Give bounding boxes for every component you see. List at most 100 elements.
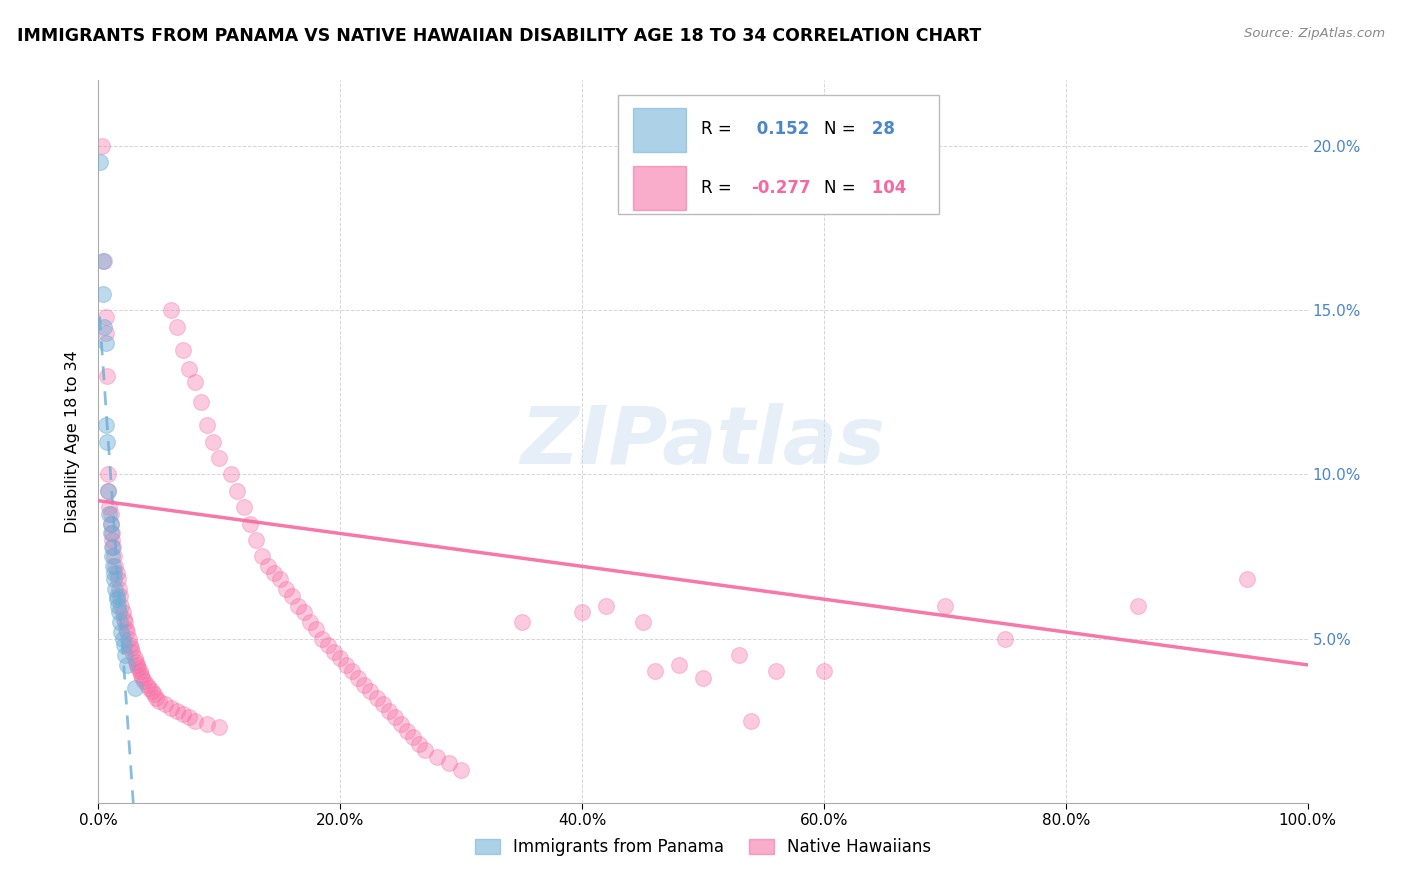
- FancyBboxPatch shape: [619, 95, 939, 214]
- Point: [93, 319, 115, 334]
- Point: [100, 507, 122, 521]
- Point: [287, 599, 309, 613]
- Point: [94, 336, 117, 351]
- Point: [107, 573, 129, 587]
- Point: [395, 723, 418, 738]
- Point: [141, 684, 163, 698]
- Point: [384, 710, 406, 724]
- Point: [813, 665, 835, 679]
- Point: [250, 549, 273, 564]
- Point: [105, 589, 128, 603]
- Point: [143, 687, 166, 701]
- Text: 0.152: 0.152: [751, 120, 810, 138]
- FancyBboxPatch shape: [633, 108, 686, 152]
- Point: [93, 253, 115, 268]
- Point: [91, 253, 114, 268]
- Point: [108, 589, 131, 603]
- Point: [101, 559, 124, 574]
- Point: [105, 566, 128, 580]
- Point: [100, 516, 122, 531]
- Point: [1128, 599, 1150, 613]
- Point: [145, 690, 167, 705]
- Point: [226, 483, 249, 498]
- Point: [668, 657, 690, 672]
- Point: [172, 707, 194, 722]
- Point: [129, 667, 152, 681]
- Y-axis label: Disability Age 18 to 34: Disability Age 18 to 34: [65, 351, 80, 533]
- Point: [94, 310, 117, 324]
- Point: [166, 704, 188, 718]
- Point: [160, 303, 183, 318]
- Point: [263, 566, 285, 580]
- Point: [342, 665, 364, 679]
- Point: [100, 533, 122, 547]
- Point: [160, 700, 183, 714]
- Point: [100, 516, 122, 531]
- Point: [94, 418, 117, 433]
- Point: [135, 677, 157, 691]
- Point: [153, 698, 176, 712]
- Point: [323, 645, 346, 659]
- Point: [631, 615, 654, 630]
- Point: [179, 710, 201, 724]
- Point: [118, 632, 141, 646]
- Point: [389, 717, 412, 731]
- Point: [195, 418, 218, 433]
- Point: [347, 671, 370, 685]
- Point: [112, 638, 135, 652]
- Point: [100, 549, 122, 564]
- Point: [103, 549, 125, 564]
- Point: [134, 674, 156, 689]
- Text: N =: N =: [824, 178, 855, 196]
- Point: [510, 615, 533, 630]
- Text: R =: R =: [700, 178, 731, 196]
- Point: [100, 526, 122, 541]
- Point: [408, 737, 430, 751]
- Point: [728, 648, 751, 662]
- Point: [426, 749, 449, 764]
- Point: [110, 599, 132, 613]
- Point: [292, 605, 315, 619]
- Point: [994, 632, 1017, 646]
- Point: [115, 622, 138, 636]
- Point: [127, 661, 149, 675]
- Point: [190, 395, 212, 409]
- Text: Source: ZipAtlas.com: Source: ZipAtlas.com: [1244, 27, 1385, 40]
- Point: [316, 638, 339, 652]
- Point: [692, 671, 714, 685]
- Point: [108, 582, 131, 597]
- FancyBboxPatch shape: [633, 166, 686, 210]
- Point: [131, 671, 153, 685]
- Point: [108, 605, 131, 619]
- Text: N =: N =: [824, 120, 855, 138]
- Point: [208, 720, 231, 734]
- Point: [366, 690, 388, 705]
- Point: [121, 645, 143, 659]
- Point: [437, 756, 460, 771]
- Point: [232, 500, 254, 515]
- Point: [98, 500, 121, 515]
- Point: [740, 714, 762, 728]
- Point: [402, 730, 425, 744]
- Point: [299, 615, 322, 630]
- Point: [179, 362, 201, 376]
- Point: [100, 526, 122, 541]
- Point: [117, 625, 139, 640]
- Point: [97, 483, 120, 498]
- Point: [98, 507, 121, 521]
- Point: [110, 625, 132, 640]
- Text: ZIPatlas: ZIPatlas: [520, 402, 886, 481]
- Point: [148, 694, 170, 708]
- Point: [221, 467, 243, 482]
- Point: [89, 155, 111, 169]
- Point: [118, 638, 141, 652]
- Point: [104, 559, 127, 574]
- Point: [111, 632, 134, 646]
- Point: [208, 450, 231, 465]
- Point: [184, 714, 207, 728]
- Point: [765, 665, 787, 679]
- Point: [124, 681, 146, 695]
- Point: [353, 677, 375, 691]
- Point: [107, 599, 129, 613]
- Point: [91, 286, 114, 301]
